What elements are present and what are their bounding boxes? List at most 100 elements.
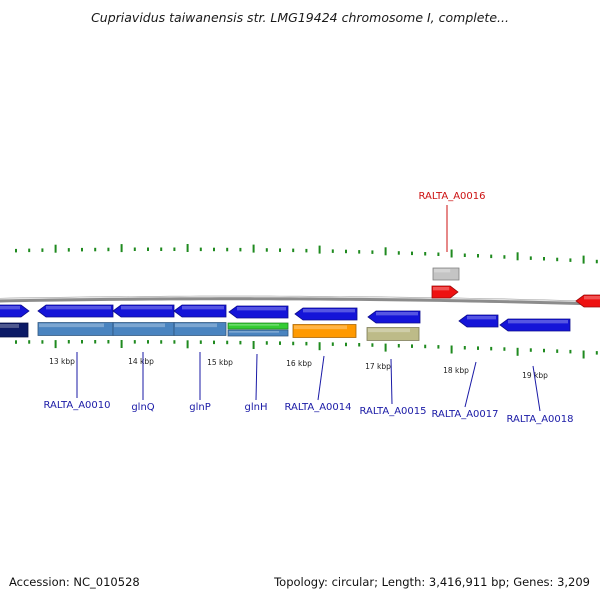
gene-RALTA_A0014-arrow[interactable] [294,307,358,321]
tick-mark [173,340,176,344]
tick-mark [397,251,400,255]
gene-glnH-arrow[interactable] [228,305,289,319]
tick-mark [437,252,440,256]
label-leader-line [532,365,541,412]
gene-label-glnH[interactable]: glnH [245,402,268,413]
feature-glnH-green[interactable] [227,322,289,330]
gene-label-RALTA_A0010[interactable]: RALTA_A0010 [43,400,110,411]
tick-mark [384,247,387,256]
gene-label-RALTA_A0018[interactable]: RALTA_A0018 [506,414,573,425]
tick-mark [15,248,17,253]
tick-mark [477,254,479,258]
tick-mark [490,254,493,259]
label-leader-line [255,353,258,401]
tick-mark [397,344,400,348]
tick-mark [318,342,321,351]
gene-left-edge[interactable] [0,304,30,318]
tick-mark [384,343,387,352]
gene-label-RALTA_A0014[interactable]: RALTA_A0014 [284,402,351,413]
tick-mark [81,247,83,252]
feature-RALTA_A0014[interactable] [292,324,357,338]
scale-label: 14 kbp [128,357,154,366]
tick-mark [556,349,559,353]
tick-mark [569,349,572,354]
tick-mark [41,340,44,344]
feature-glnP[interactable] [173,322,227,336]
tick-mark [331,249,334,253]
tick-mark [556,257,559,262]
tick-mark [28,340,31,344]
tick-mark [173,247,176,251]
tick-mark [437,345,440,349]
tick-mark [318,245,321,254]
tick-mark [265,248,268,252]
feature-glnH-steel[interactable] [227,329,289,337]
gene-RALTA_A0015-arrow[interactable] [367,310,421,324]
gene-RALTA_A0017-arrow[interactable] [458,314,499,328]
tick-mark [543,257,545,261]
gene-RALTA_A0016-arrow[interactable] [431,285,459,299]
tick-mark [133,247,136,251]
label-leader-line [464,361,477,408]
feature-RALTA_A0016-gray[interactable] [432,267,460,281]
tick-mark [345,249,347,254]
tick-mark [120,244,123,253]
gene-red-right-edge[interactable] [575,294,600,308]
tick-mark [279,341,281,345]
tick-mark [331,342,334,346]
scale-label: 17 kbp [365,362,391,371]
gene-RALTA_A0018-arrow[interactable] [499,318,571,332]
tick-mark [239,247,242,252]
tick-mark [411,344,413,348]
tick-mark [305,341,308,346]
tick-mark [305,248,308,253]
accession-label: Accession: NC_010528 [9,575,140,589]
scale-label: 15 kbp [207,358,233,367]
gene-glnQ-arrow-a[interactable] [37,304,114,318]
gene-label-RALTA_A0015[interactable]: RALTA_A0015 [359,406,426,417]
gene-glnQ-arrow-b[interactable] [112,304,175,318]
tick-mark [213,340,215,345]
tick-mark [345,342,347,347]
scale-label: 16 kbp [286,359,312,368]
feature-RALTA_A0015[interactable] [366,327,420,341]
tick-mark [133,340,136,344]
feature-glnQ[interactable] [112,322,175,336]
tick-mark [569,258,572,262]
tick-mark [490,346,493,351]
tick-mark [186,244,189,252]
tick-mark [213,247,215,252]
scale-label: 18 kbp [443,366,469,375]
tick-mark [516,347,519,356]
tick-mark [54,244,57,253]
gene-label-RALTA_A0016[interactable]: RALTA_A0016 [418,191,485,202]
gene-label-glnQ[interactable]: glnQ [131,402,154,413]
tick-mark [186,340,189,349]
scale-label: 13 kbp [49,357,75,366]
tick-mark [279,248,281,252]
tick-mark [595,351,598,355]
scale-label: 19 kbp [522,371,548,380]
label-leader-line [317,355,325,401]
gene-label-RALTA_A0017[interactable]: RALTA_A0017 [431,409,498,420]
tick-mark [265,341,268,345]
tick-mark [107,247,110,252]
feature-left-navy[interactable] [0,322,29,338]
tick-mark [463,253,466,257]
page-title: Cupriavidus taiwanensis str. LMG19424 ch… [91,10,509,25]
tick-mark [358,250,361,254]
tick-mark [503,255,506,259]
feature-RALTA_A0010[interactable] [37,322,114,336]
tick-mark [28,248,31,253]
tick-mark [252,244,255,253]
tick-mark [582,350,585,359]
gene-glnP-arrow[interactable] [173,304,227,318]
tick-mark [67,340,70,344]
tick-mark [41,248,44,252]
tick-mark [81,340,83,344]
gene-label-glnP[interactable]: glnP [189,402,211,413]
tick-mark [226,247,229,252]
tick-mark [199,247,202,252]
label-leader-line [390,358,393,405]
